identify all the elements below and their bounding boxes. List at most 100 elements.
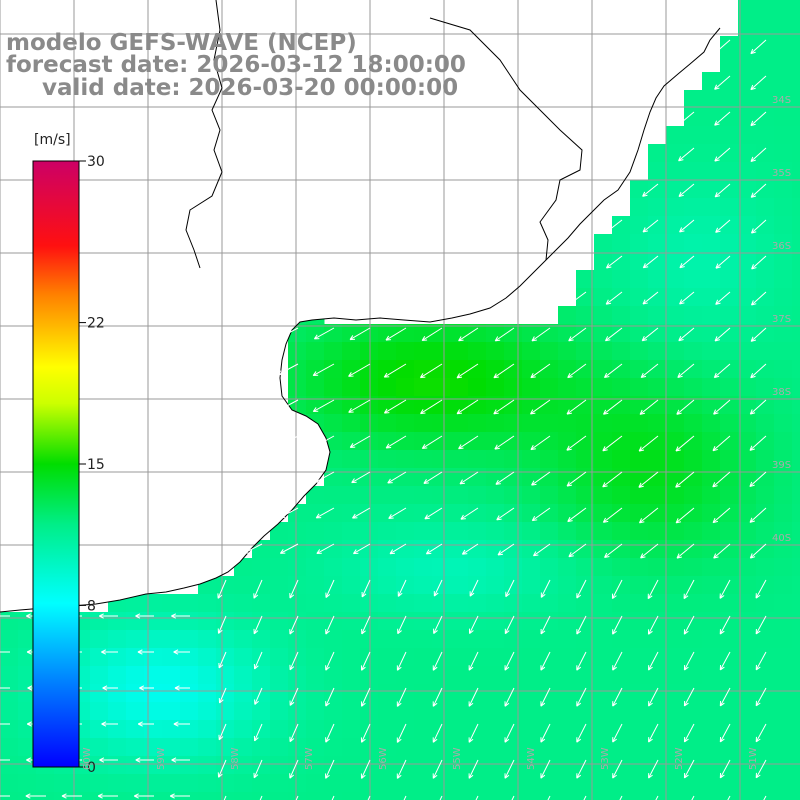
wind-arrow — [505, 579, 515, 598]
wind-cell — [396, 792, 415, 800]
wind-cell — [666, 774, 685, 793]
wind-cell — [684, 234, 703, 253]
wind-arrow — [612, 723, 623, 743]
coastline — [0, 27, 721, 613]
wind-cell — [756, 522, 775, 541]
wind-cell — [252, 702, 271, 721]
wind-arrow — [712, 471, 731, 488]
wind-arrow — [403, 795, 407, 800]
wind-cell — [414, 630, 433, 649]
wind-cell — [360, 774, 379, 793]
wind-cell — [738, 720, 757, 739]
wind-cell — [144, 720, 163, 739]
wind-cell — [162, 666, 181, 685]
wind-cell — [756, 162, 775, 181]
wind-cell — [396, 342, 415, 361]
wind-cell — [792, 558, 800, 577]
wind-cell — [738, 288, 757, 307]
wind-cell — [756, 666, 775, 685]
wind-arrow — [713, 543, 731, 559]
wind-cell — [774, 774, 793, 793]
lon-label: 53W — [600, 747, 611, 770]
wind-arrow — [605, 291, 623, 305]
wind-arrow — [647, 579, 659, 600]
wind-cell — [522, 666, 541, 685]
wind-arrow — [173, 721, 190, 727]
wind-cell — [432, 432, 451, 451]
wind-arrow — [755, 723, 767, 743]
wind-cell — [720, 576, 739, 595]
wind-arrow — [683, 615, 695, 635]
wind-cell — [720, 198, 739, 217]
wind-cell — [432, 522, 451, 541]
wind-cell — [684, 738, 703, 757]
wind-cell — [558, 432, 577, 451]
wind-cell — [612, 306, 631, 325]
wind-cell — [234, 792, 253, 800]
wind-cell — [684, 396, 703, 415]
wind-cell — [630, 648, 649, 667]
wind-cell — [774, 630, 793, 649]
wind-arrow — [0, 723, 10, 725]
wind-cell — [630, 756, 649, 775]
wind-arrow — [750, 219, 767, 234]
wind-cell — [774, 54, 793, 73]
wind-cell — [378, 468, 397, 487]
wind-cell — [414, 558, 433, 577]
wind-cell — [396, 612, 415, 631]
wind-cell — [540, 468, 559, 487]
wind-arrow — [289, 579, 299, 599]
wind-cell — [468, 576, 487, 595]
wind-cell — [612, 252, 631, 271]
wind-cell — [756, 594, 775, 613]
wind-cell — [216, 774, 235, 793]
wind-cell — [720, 792, 739, 800]
wind-cell — [558, 684, 577, 703]
wind-cell — [324, 756, 343, 775]
wind-cell — [288, 612, 307, 631]
wind-cell — [468, 684, 487, 703]
wind-cell — [612, 450, 631, 469]
wind-cell — [684, 342, 703, 361]
wind-speed-colorbar: 30 22 15 8 0 — [32, 154, 105, 776]
wind-cell — [684, 180, 703, 199]
wind-arrow — [540, 651, 551, 671]
wind-cell — [468, 378, 487, 397]
wind-cell — [594, 792, 613, 800]
wind-cell — [738, 648, 757, 667]
wind-arrow — [277, 363, 299, 376]
wind-cell — [792, 72, 800, 91]
wind-cell — [522, 576, 541, 595]
wind-arrow — [605, 219, 623, 233]
wind-arrow — [325, 759, 335, 779]
wind-cell — [720, 702, 739, 721]
wind-arrow — [383, 363, 407, 378]
wind-cell — [540, 594, 559, 613]
wind-cell — [648, 576, 667, 595]
wind-cell — [468, 450, 487, 469]
wind-cell — [738, 504, 757, 523]
colorbar-tick-label: 30 — [87, 154, 105, 170]
wind-cell — [738, 558, 757, 577]
wind-cell — [630, 702, 649, 721]
wind-arrow — [638, 507, 659, 524]
wind-cell — [306, 378, 325, 397]
wind-cell — [234, 684, 253, 703]
wind-arrow — [315, 471, 335, 483]
wind-cell — [612, 342, 631, 361]
wind-cell — [504, 720, 523, 739]
wind-cell — [450, 522, 469, 541]
wind-cell — [720, 522, 739, 541]
wind-cell — [702, 216, 721, 235]
wind-arrow — [396, 687, 407, 707]
wind-cell — [198, 684, 217, 703]
wind-cell — [774, 594, 793, 613]
wind-cell — [126, 648, 145, 667]
wind-cell — [144, 666, 163, 685]
wind-arrow — [675, 471, 695, 488]
wind-cell — [378, 486, 397, 505]
wind-arrow — [352, 507, 371, 519]
wind-cell — [468, 756, 487, 775]
wind-cell — [432, 360, 451, 379]
wind-cell — [378, 360, 397, 379]
